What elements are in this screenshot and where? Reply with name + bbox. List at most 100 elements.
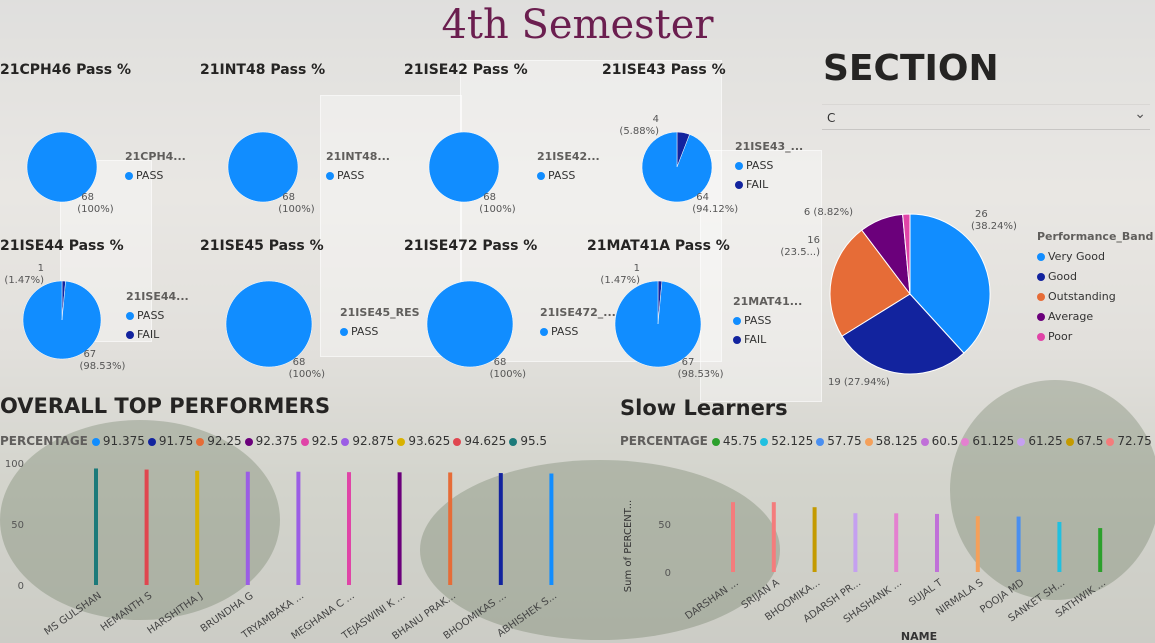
legend-title: 21CPH4...: [125, 150, 186, 163]
legend-dot-icon: [1017, 437, 1026, 446]
pie-data-label-value: 68: [483, 192, 496, 203]
legend-dot-icon: [397, 437, 406, 446]
pie-data-label-percent: (23.5...): [780, 247, 820, 258]
legend-label: 57.75: [827, 434, 862, 448]
legend-item-pass[interactable]: PASS: [126, 309, 189, 322]
legend-item[interactable]: 58.125: [864, 434, 918, 448]
legend-label: 61.25: [1028, 434, 1063, 448]
legend-label: FAIL: [137, 328, 160, 341]
legend-dot-icon: [1106, 437, 1115, 446]
21ise43-pass-pie-chart: 64(94.12%) 4(5.88%): [619, 114, 738, 215]
legend-item-pass[interactable]: PASS: [733, 314, 802, 327]
y-tick-label: 100: [5, 459, 24, 470]
section-dropdown[interactable]: C ⌄: [822, 104, 1150, 130]
legend-dot-icon: [147, 437, 156, 446]
pie-data-label-percent: (100%): [278, 204, 314, 215]
legend-item[interactable]: 72.75: [1106, 434, 1152, 448]
legend-dot-icon: [540, 328, 548, 336]
legend-item[interactable]: 92.25: [196, 434, 242, 448]
legend-item[interactable]: 92.875: [341, 434, 394, 448]
legend-dot-icon: [244, 437, 253, 446]
legend-item[interactable]: 57.75: [816, 434, 862, 448]
21ise44-pass-pie-chart: 67(98.53%) 1(1.47%): [4, 263, 125, 372]
legend-title: 21ISE45_RES: [340, 306, 420, 319]
pie-data-label-value: 64: [696, 192, 709, 203]
legend-label: Very Good: [1048, 250, 1105, 263]
legend-label: 92.25: [207, 434, 242, 448]
legend-title: Performance_Band: [1037, 230, 1154, 243]
legend-item[interactable]: 91.75: [147, 434, 194, 448]
performance-band-legend: Performance_Band Very Good Good Outstanding…: [1037, 230, 1153, 343]
21ise44-pass-title: 21ISE44 Pass %: [0, 238, 124, 254]
legend-item[interactable]: 67.5: [1065, 434, 1103, 448]
bar-sanket-sh: [1057, 521, 1062, 572]
bar-shashank: [894, 513, 899, 572]
pie-data-label-percent: (100%): [479, 204, 515, 215]
pie-data-label-value: 68: [282, 192, 295, 203]
legend-title: 21ISE472_...: [540, 306, 616, 319]
21cph46-pass-legend: 21CPH4... PASS: [125, 150, 186, 182]
legend-item-pass[interactable]: PASS: [340, 325, 420, 338]
legend-item-average[interactable]: Average: [1037, 310, 1153, 323]
legend-item[interactable]: 60.5: [920, 434, 958, 448]
legend-item-pass[interactable]: PASS: [125, 169, 186, 182]
legend-dot-icon: [326, 172, 334, 180]
legend-item[interactable]: 92.375: [244, 434, 298, 448]
legend-item[interactable]: 61.125: [961, 434, 1014, 448]
bar-srijan-a: [771, 502, 776, 572]
legend-item[interactable]: 95.5: [509, 434, 547, 448]
legend-dot-icon: [341, 437, 350, 446]
legend-label: 95.5: [520, 434, 548, 448]
legend-item[interactable]: 94.625: [453, 434, 506, 448]
y-tick-label: 0: [18, 581, 24, 592]
bar-tryambaka: [296, 471, 301, 585]
bar-sathwik: [1098, 528, 1103, 572]
legend-item-pass[interactable]: PASS: [537, 169, 600, 182]
section-slicer-title: SECTION: [823, 48, 999, 89]
bar-bhanu-prak: [448, 472, 453, 585]
legend-label: PASS: [744, 314, 772, 327]
legend-item-poor[interactable]: Poor: [1037, 330, 1153, 343]
x-axis-label: NAME: [901, 630, 937, 643]
legend-label: 94.625: [464, 434, 507, 448]
legend-item[interactable]: 93.625: [397, 434, 450, 448]
legend-item-pass[interactable]: PASS: [326, 169, 390, 182]
21ise42-pass-pie-chart: 68(100%): [428, 131, 516, 215]
legend-label: 91.75: [158, 434, 194, 448]
pie-slice-pass: [22, 280, 102, 360]
legend-dot-icon: [1065, 437, 1074, 446]
bar-ms-gulshan: [94, 468, 98, 585]
y-tick-label: 50: [658, 520, 671, 531]
legend-dot-icon: [961, 437, 970, 446]
legend-item-outstanding[interactable]: Outstanding: [1037, 290, 1153, 303]
y-axis-label: Sum of PERCENT...: [623, 500, 634, 592]
section-selected-value: C: [827, 111, 836, 125]
21int48-pass-pie-chart: 68(100%): [227, 131, 315, 215]
legend-dot-icon: [760, 437, 769, 446]
pie-data-label: 16: [807, 235, 820, 246]
legend-dot-icon: [1037, 293, 1045, 301]
legend-item[interactable]: 91.375: [91, 434, 145, 448]
legend-item[interactable]: 52.125: [760, 434, 813, 448]
legend-item[interactable]: 61.25: [1017, 434, 1063, 448]
legend-item-good[interactable]: Good: [1037, 270, 1153, 283]
legend-item[interactable]: 45.75: [711, 434, 757, 448]
legend-dot-icon: [340, 328, 348, 336]
legend-item-pass[interactable]: PASS: [735, 159, 803, 172]
pie-slice-pass: [426, 280, 514, 368]
pie-slice-outstanding: [829, 229, 911, 337]
top-performers-legend: PERCENTAGE 91.375 91.75 92.25 92.375 92.5 92.8…: [0, 434, 550, 448]
legend-label: Poor: [1048, 330, 1073, 343]
legend-item-fail[interactable]: FAIL: [733, 333, 802, 346]
legend-item-fail[interactable]: FAIL: [735, 178, 803, 191]
legend-item-pass[interactable]: PASS: [540, 325, 616, 338]
page-title: 4th Semester: [441, 2, 714, 48]
pie-slice-poor: [902, 213, 911, 295]
bar-adarsh-pr: [853, 513, 858, 572]
legend-item-very-good[interactable]: Very Good: [1037, 250, 1153, 263]
legend-item[interactable]: 92.5: [300, 434, 338, 448]
legend-item-fail[interactable]: FAIL: [126, 328, 189, 341]
bar-abhishek-s: [549, 473, 554, 585]
21ise45-pass-legend: 21ISE45_RES PASS: [340, 306, 420, 338]
legend-dot-icon: [1037, 333, 1045, 341]
